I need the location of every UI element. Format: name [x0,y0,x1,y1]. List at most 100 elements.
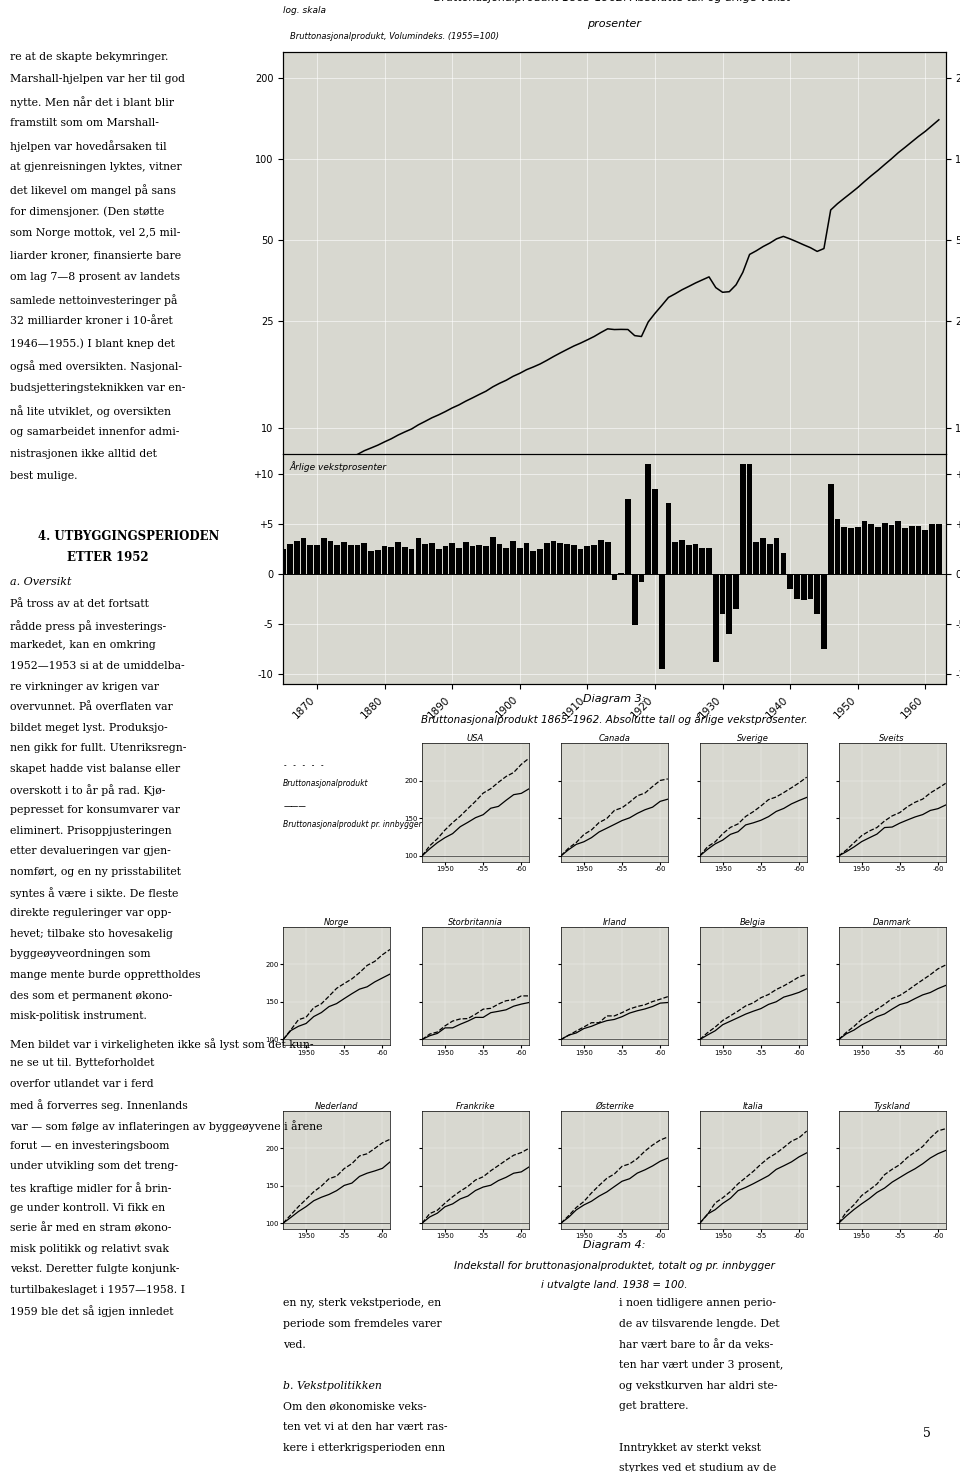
Text: eliminert. Prisoppjusteringen: eliminert. Prisoppjusteringen [10,826,171,836]
Bar [429,543,435,574]
Bar [456,548,462,574]
Text: en ny, sterk vekstperiode, en: en ny, sterk vekstperiode, en [283,1298,442,1309]
Bar [923,530,928,574]
Bar [787,574,793,589]
Text: om lag 7—8 prosent av landets: om lag 7—8 prosent av landets [10,272,180,283]
Bar [300,537,306,574]
Text: prosenter: prosenter [588,19,641,29]
Text: ge under kontroll. Vi fikk en: ge under kontroll. Vi fikk en [10,1203,165,1213]
Title: Danmark: Danmark [873,919,911,927]
Bar [538,549,543,574]
Bar [740,464,746,574]
Text: Bruttonasjonalprodukt 1865–1962. Absolutte tall og årlige vekstprosenter.: Bruttonasjonalprodukt 1865–1962. Absolut… [421,712,807,724]
Bar [754,542,759,574]
Bar [727,574,732,634]
Text: Diagram 4:: Diagram 4: [583,1241,646,1250]
Text: re virkninger av krigen var: re virkninger av krigen var [10,682,158,692]
Text: i utvalgte land. 1938 = 100.: i utvalgte land. 1938 = 100. [541,1281,687,1289]
Bar [747,464,753,574]
Title: Italia: Italia [743,1101,763,1110]
Bar [713,574,719,662]
Text: var — som følge av inflateringen av byggeøyvene i årene: var — som følge av inflateringen av bygg… [10,1120,323,1132]
Bar [476,545,482,574]
Text: Bruttonasjonalprodukt, Volumindeks. (1955=100): Bruttonasjonalprodukt, Volumindeks. (195… [290,32,499,41]
Bar [591,545,597,574]
Bar [692,545,698,574]
Bar [632,574,637,626]
Bar [294,542,300,574]
Bar [558,543,564,574]
Bar [585,546,590,574]
Bar [869,524,875,574]
Text: samlede nettoinvesteringer på: samlede nettoinvesteringer på [10,294,177,306]
Bar [523,543,529,574]
Bar [814,574,820,614]
Bar [685,546,691,574]
Text: framstilt som om Marshall-: framstilt som om Marshall- [10,118,158,128]
Text: liarder kroner, finansierte bare: liarder kroner, finansierte bare [10,250,180,261]
Text: bildet meget lyst. Produksjo-: bildet meget lyst. Produksjo- [10,723,167,733]
Bar [578,549,584,574]
Bar [516,548,522,574]
Bar [652,489,658,574]
Text: har vært bare to år da veks-: har vært bare to år da veks- [619,1340,774,1350]
Bar [531,551,537,574]
Text: des som et permanent økono-: des som et permanent økono- [10,991,172,1001]
Bar [354,546,360,574]
Bar [544,543,550,574]
Text: Årlige vekstprosenter: Årlige vekstprosenter [290,461,387,473]
Text: i noen tidligere annen perio-: i noen tidligere annen perio- [619,1298,776,1309]
Text: ten har vært under 3 prosent,: ten har vært under 3 prosent, [619,1360,783,1370]
Bar [605,542,611,574]
Bar [862,521,868,574]
Bar [801,574,806,601]
Bar [828,484,833,574]
Text: Bruttonasjonalprodukt: Bruttonasjonalprodukt [283,779,369,788]
Bar [916,527,922,574]
Title: Tyskland: Tyskland [874,1101,910,1110]
Title: Canada: Canada [598,735,631,743]
Text: Indekstall for bruttonasjonalproduktet, totalt og pr. innbygger: Indekstall for bruttonasjonalproduktet, … [454,1262,775,1270]
Bar [625,499,631,574]
Bar [929,524,935,574]
Text: nomført, og en ny prisstabilitet: nomført, og en ny prisstabilitet [10,867,180,877]
Bar [334,546,340,574]
Bar [909,526,915,574]
Bar [402,548,408,574]
Bar [422,545,428,574]
Bar [490,537,495,574]
Text: overvunnet. På overflaten var: overvunnet. På overflaten var [10,702,173,712]
Text: byggeøyveordningen som: byggeøyveordningen som [10,949,150,960]
Bar [774,537,780,574]
Text: det likevel om mangel på sans: det likevel om mangel på sans [10,184,176,196]
Text: get brattere.: get brattere. [619,1401,688,1412]
Title: Østerrike: Østerrike [595,1101,634,1110]
Text: ———: ——— [283,802,306,811]
Bar [449,543,455,574]
Bar [720,574,726,614]
Bar [882,523,888,574]
Text: Bruttonasjonalprodukt pr. innbygger: Bruttonasjonalprodukt pr. innbygger [283,820,422,829]
Text: forut — en investeringsboom: forut — en investeringsboom [10,1141,169,1151]
Text: log. skala: log. skala [283,6,326,15]
Text: Men bildet var i virkeligheten ikke så lyst som det kun-: Men bildet var i virkeligheten ikke så l… [10,1038,313,1050]
Bar [841,527,847,574]
Bar [496,543,502,574]
Text: mange mente burde opprettholdes: mange mente burde opprettholdes [10,970,200,980]
Bar [780,553,786,574]
Title: Frankrike: Frankrike [456,1101,495,1110]
Title: Sveits: Sveits [879,735,905,743]
Text: a. Oversikt: a. Oversikt [10,577,71,587]
Text: de av tilsvarende lengde. Det: de av tilsvarende lengde. Det [619,1319,780,1329]
Text: re at de skapte bekymringer.: re at de skapte bekymringer. [10,52,168,62]
Bar [645,464,651,574]
Title: Irland: Irland [602,919,627,927]
Text: 1952—1953 si at de umiddelba-: 1952—1953 si at de umiddelba- [10,661,184,671]
Bar [767,543,773,574]
Text: med å forverres seg. Innenlands: med å forverres seg. Innenlands [10,1100,187,1111]
Text: og vekstkurven har aldri ste-: og vekstkurven har aldri ste- [619,1381,778,1391]
Text: ved.: ved. [283,1340,306,1350]
Text: pepresset for konsumvarer var: pepresset for konsumvarer var [10,805,180,815]
Text: kere i etterkrigsperioden enn: kere i etterkrigsperioden enn [283,1443,445,1453]
Bar [361,543,367,574]
